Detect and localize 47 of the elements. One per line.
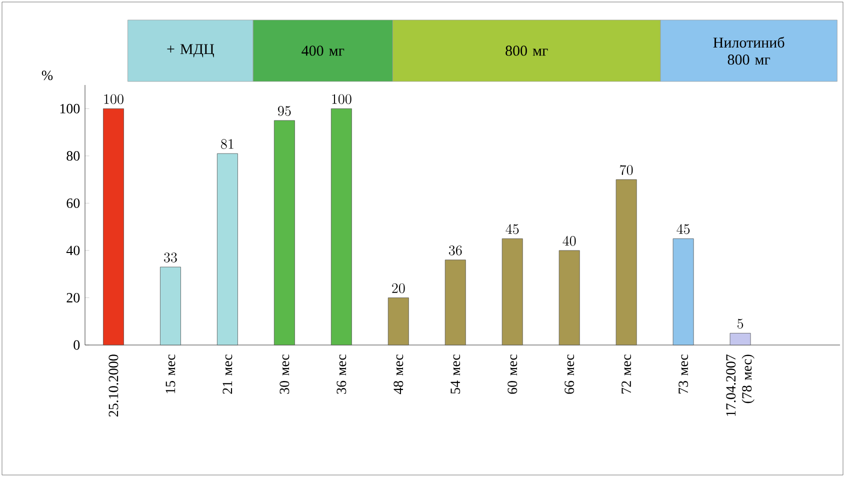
bar [502,238,523,346]
bar [388,298,409,346]
y-tick-label: 100 [60,104,80,114]
text: + МДЦ [167,44,214,58]
data-label: 45 [676,224,690,234]
y-axis-title: % [42,70,53,80]
x-tick-label: 30 мес [280,354,290,394]
data-label: 33 [164,252,177,262]
bar [444,260,466,346]
y-tick-label: 0 [74,340,80,350]
bar [330,108,352,346]
data-label: 70 [620,164,633,175]
x-tick-label: 21 мес [222,354,232,394]
text: 800 мг [506,46,548,56]
bar [160,266,181,346]
x-tick-label: 72 мес [622,354,632,394]
data-label: 36 [448,246,462,256]
data-label: 100 [332,94,352,104]
x-tick-label: 25.10.2000 [108,354,118,417]
bar [217,153,238,346]
y-tick-label: 20 [66,293,80,302]
bar [274,120,295,346]
y-tick-label: 60 [66,198,80,208]
x-tick-label: 54 мес [450,354,460,394]
bar [558,250,580,346]
text: 400 мг [302,46,344,56]
x-tick-label: 66 мес [564,354,574,394]
bar [103,108,124,346]
data-label: 81 [221,139,234,149]
x-tick-label: 36 мес [336,354,346,394]
y-tick-label: 80 [66,151,80,161]
data-label: 40 [562,236,576,246]
y-tick-label: 40 [66,246,80,256]
bar [730,332,751,346]
x-tick-label: 73 мес [678,354,688,394]
data-label: 5 [737,318,744,329]
data-label: 100 [104,94,124,104]
bar [616,179,637,346]
data-label: 45 [506,224,519,234]
text: Нилотиниб 800 мг [713,36,784,65]
x-tick-label: 60 мес [508,354,518,394]
bar [672,238,694,346]
data-label: 95 [278,106,291,116]
data-label: 20 [392,283,405,294]
x-tick-label: 48 мес [394,354,404,394]
x-tick-label: 15 мес [166,354,176,394]
x-tick-label: 17.04.2007 (78 мес) [726,354,754,416]
